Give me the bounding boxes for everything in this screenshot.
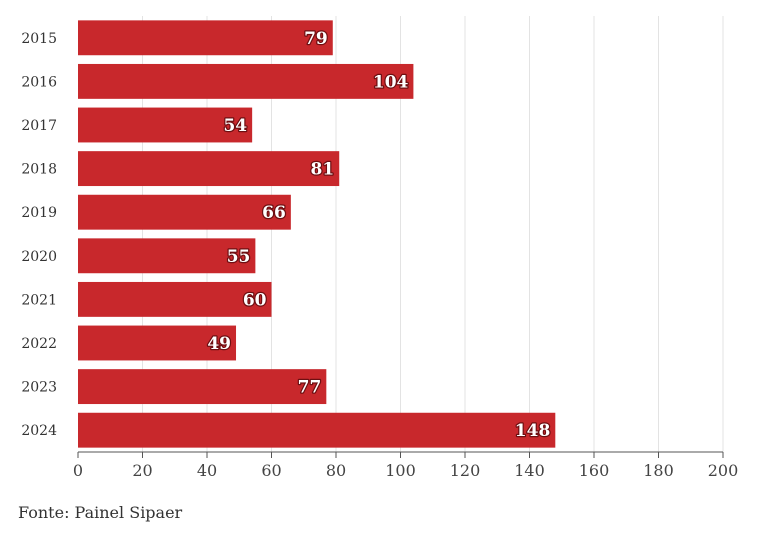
x-tick-label: 180 [643,461,674,480]
x-tick-label: 0 [73,461,83,480]
x-tick-label: 140 [514,461,545,480]
x-tick-label: 40 [197,461,217,480]
x-tick-label: 60 [261,461,281,480]
category-label: 2016 [21,74,57,90]
bar [78,238,256,274]
category-label: 2024 [21,423,57,439]
bar [78,107,253,143]
source-name: Painel Sipaer [74,503,183,522]
bar [78,412,556,448]
value-labels: 79 104 54 81 66 55 60 49 77 148 [206,28,551,443]
value-label: 148 [515,421,551,441]
category-label: 2015 [21,31,57,47]
value-label: 66 [262,203,286,223]
value-label: 49 [207,334,231,354]
category-label: 2022 [21,336,57,352]
bar-chart: 2015 2016 2017 2018 2019 2020 2021 2022 2023 2024… [21,16,738,480]
category-label: 2017 [21,118,57,134]
bar [78,63,414,99]
source-prefix: Fonte: [18,503,70,522]
category-label: 2021 [21,292,57,308]
x-tick-label: 100 [385,461,416,480]
x-tick-label: 120 [450,461,481,480]
bar [78,369,327,405]
category-labels: 2015 2016 2017 2018 2019 2020 2021 2022 2023 2024 [21,31,57,439]
x-tick-label: 80 [326,461,346,480]
category-label: 2023 [21,380,57,396]
bar [78,20,333,56]
value-label: 79 [304,29,328,49]
bar [78,194,291,230]
bars-group [78,20,556,448]
x-tick-label: 160 [579,461,610,480]
x-tick-label: 20 [132,461,152,480]
bar [78,281,272,317]
bar [78,151,340,187]
value-label: 55 [227,247,251,267]
x-axis-ticks: 0 20 40 60 80 100 120 140 160 180 200 [73,452,738,480]
category-label: 2018 [21,162,57,178]
bar [78,325,237,361]
category-label: 2020 [21,249,57,265]
value-label: 60 [243,290,267,310]
x-tick-label: 200 [708,461,739,480]
category-label: 2019 [21,205,57,221]
value-label: 77 [298,378,322,398]
value-label: 81 [311,160,335,180]
source-note: Fonte: Painel Sipaer [18,503,182,522]
value-label: 54 [223,116,247,136]
value-label: 104 [373,72,409,92]
